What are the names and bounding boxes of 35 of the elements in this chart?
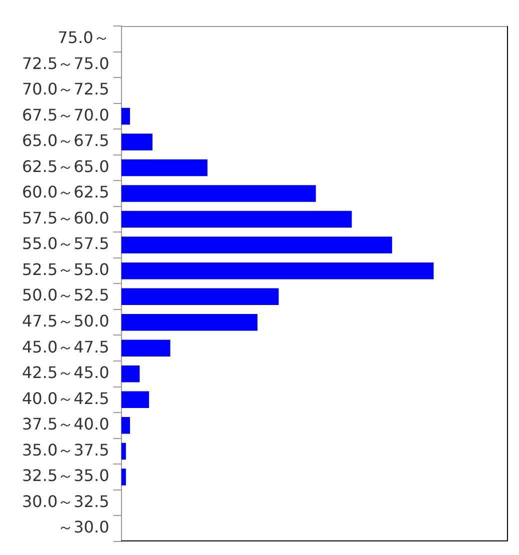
bar [121,366,140,382]
bar [121,262,434,280]
y-tick-label: 57.5～60.0 [22,208,110,228]
y-tick-label: 32.5～35.0 [22,466,110,486]
y-tick-label: 70.0～72.5 [22,80,110,99]
y-tick-label: 60.0～62.5 [22,182,110,202]
y-tick-label: 55.0～57.5 [22,234,110,254]
y-tick-label: 45.0～47.5 [22,337,110,356]
bar [121,314,258,331]
y-tick-label: 67.5～70.0 [22,105,110,124]
y-tick-label: 62.5～65.0 [22,156,110,176]
y-tick-label: 75.0～ [58,28,110,48]
bar [121,159,208,176]
y-tick-label: 35.0～37.5 [22,440,110,460]
bar [121,417,130,434]
y-tick-label: 42.5～45.0 [22,363,110,382]
bar [121,468,126,486]
y-tick-label: 37.5～40.0 [22,414,110,434]
y-tick-label: 47.5～50.0 [22,312,110,331]
bar [121,210,352,228]
y-tick-label: ～30.0 [58,518,110,537]
y-tick-label: 30.0～32.5 [22,492,110,511]
y-tick-label: 65.0～67.5 [22,131,110,150]
bar [121,340,170,356]
bar [121,442,126,460]
bar [121,236,392,254]
y-tick-label: 52.5～55.0 [22,260,110,279]
bar [121,391,150,408]
bar [121,108,130,125]
bar [121,134,152,150]
y-tick-label: 40.0～42.5 [22,388,110,408]
bar [121,185,316,202]
bar [121,288,279,305]
y-tick-label: 72.5～75.0 [22,54,110,73]
y-tick-label: 50.0～52.5 [22,286,110,305]
